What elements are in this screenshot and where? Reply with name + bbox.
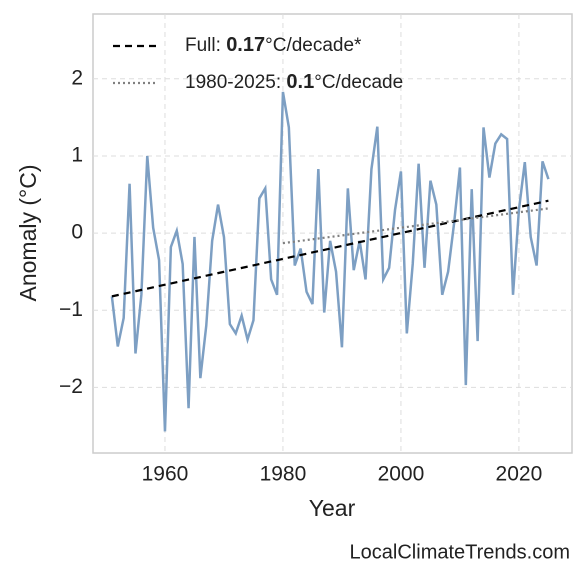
y-tick-label: 0 bbox=[71, 221, 83, 244]
legend-part: °C/decade* bbox=[265, 35, 362, 56]
legend-label: Full: 0.17°C/decade* bbox=[185, 34, 362, 56]
x-tick-label: 2000 bbox=[378, 463, 425, 486]
legend-part: 1980-2025: bbox=[185, 72, 286, 93]
legend-label: 1980-2025: 0.1°C/decade bbox=[185, 71, 403, 93]
y-tick-label: −2 bbox=[59, 375, 83, 398]
legend-part: °C/decade bbox=[314, 72, 403, 93]
x-tick-label: 1960 bbox=[142, 463, 189, 486]
x-tick-label: 2020 bbox=[496, 463, 543, 486]
x-tick-label: 1980 bbox=[260, 463, 307, 486]
legend-part: Full: bbox=[185, 35, 226, 56]
y-tick-label: 1 bbox=[71, 144, 83, 167]
legend-part: 0.17 bbox=[226, 34, 265, 56]
source: LocalClimateTrends.com bbox=[350, 541, 570, 563]
y-tick-label: −1 bbox=[59, 298, 83, 321]
x-axis-label: Year bbox=[309, 495, 356, 521]
y-tick-label: 2 bbox=[71, 66, 83, 89]
trend-line bbox=[111, 199, 549, 298]
y-axis-label: Anomaly (°C) bbox=[15, 164, 41, 301]
legend-part: 0.1 bbox=[286, 71, 314, 93]
data-line bbox=[110, 91, 550, 432]
